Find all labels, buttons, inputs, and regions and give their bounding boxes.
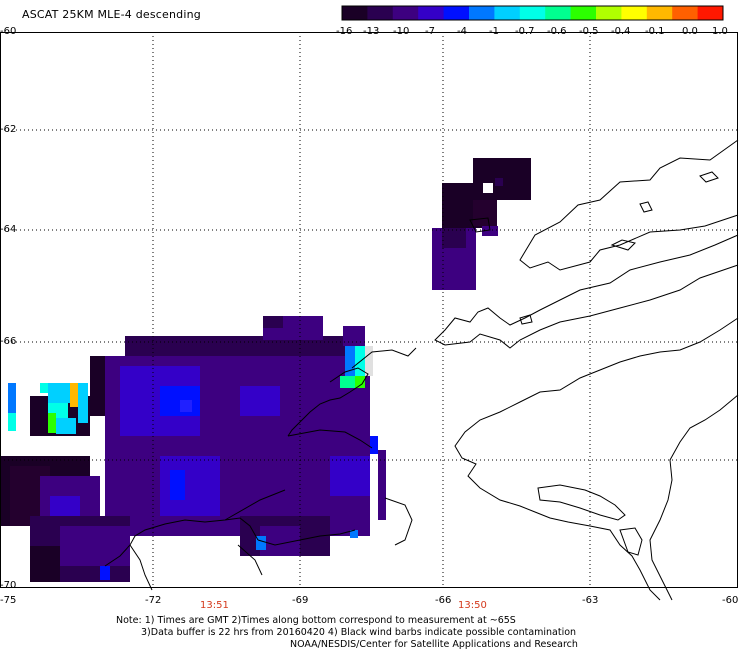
- colorbar-swatch: [596, 6, 622, 20]
- colorbar-swatch: [342, 6, 368, 20]
- colorbar: [341, 5, 724, 21]
- map-title: ASCAT 25KM MLE-4 descending: [22, 8, 201, 21]
- time-label: 13:51: [200, 600, 229, 611]
- colorbar-swatch: [545, 6, 572, 20]
- cb-label: -13: [363, 26, 380, 37]
- cb-label: -0.7: [515, 26, 535, 37]
- plot-frame: [0, 32, 738, 588]
- x-tick-label: -69: [292, 595, 309, 606]
- x-tick-label: -66: [435, 595, 452, 606]
- colorbar-swatch: [646, 6, 673, 20]
- y-tick-label: -60: [0, 26, 17, 37]
- x-tick-label: -63: [582, 595, 599, 606]
- pixel-cluster-north: [432, 158, 531, 290]
- colorbar-swatch: [392, 6, 419, 20]
- cb-label: -10: [393, 26, 410, 37]
- colorbar-swatch: [469, 6, 495, 20]
- colorbar-swatches: [342, 6, 724, 20]
- colorbar-swatch: [443, 6, 470, 20]
- pixel-cluster-south: [0, 316, 386, 582]
- note-line-3: NOAA/NESDIS/Center for Satellite Applica…: [290, 639, 578, 650]
- colorbar-swatch: [697, 6, 724, 20]
- x-tick-label: -72: [145, 595, 162, 606]
- colorbar-swatch: [367, 6, 394, 20]
- colorbar-swatch: [418, 6, 445, 20]
- graticule: [0, 32, 738, 588]
- colorbar-swatch: [570, 6, 597, 20]
- cb-label: -0.4: [611, 26, 631, 37]
- cb-label: -7: [425, 26, 435, 37]
- x-tick-label: -60: [722, 595, 739, 606]
- colorbar-frame: [341, 5, 724, 21]
- colorbar-swatch: [519, 6, 546, 20]
- colorbar-swatch: [494, 6, 521, 20]
- coastlines: [104, 139, 739, 601]
- x-tick-label: -75: [0, 595, 17, 606]
- wind-data-pixels: [0, 158, 531, 582]
- cb-label: -16: [336, 26, 353, 37]
- y-tick-label: -66: [0, 336, 17, 347]
- cb-label: -4: [457, 26, 467, 37]
- cb-label: -0.5: [579, 26, 599, 37]
- note-line-2: 3)Data buffer is 22 hrs from 20160420 4)…: [141, 627, 577, 638]
- cb-label: 0.0: [682, 26, 698, 37]
- note-line-1: Note: 1) Times are GMT 2)Times along bot…: [116, 615, 516, 626]
- cb-label: -0.6: [547, 26, 567, 37]
- cb-label: -1: [489, 26, 499, 37]
- time-label: 13:50: [458, 600, 487, 611]
- y-tick-label: -70: [0, 580, 17, 591]
- cb-label: 1.0: [712, 26, 728, 37]
- colorbar-swatch: [621, 6, 648, 20]
- cb-label: -0.1: [645, 26, 665, 37]
- y-tick-label: -62: [0, 124, 17, 135]
- y-tick-label: -64: [0, 224, 17, 235]
- colorbar-swatch: [672, 6, 699, 20]
